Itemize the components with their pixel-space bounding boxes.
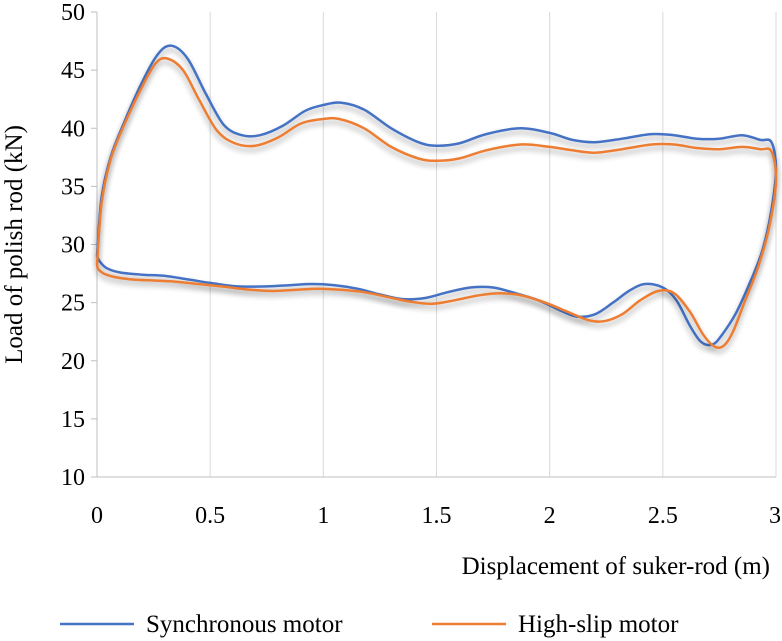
x-axis-title: Displacement of suker-rod (m) [462, 553, 770, 580]
legend-label: High-slip motor [518, 611, 679, 638]
x-tick-label: 1.5 [422, 503, 452, 529]
tick-labels: 10 15 20 25 30 35 40 45 50 0 0.5 1 1.5 2 2.5 3 [61, 0, 781, 529]
y-axis-title: Load of polish rod (kN) [1, 125, 28, 364]
y-tick-label: 10 [61, 465, 85, 491]
legend-item: Synchronous motor [60, 611, 343, 638]
gridlines [209, 12, 777, 477]
y-tick-label: 35 [61, 174, 85, 200]
x-tick-label: 0.5 [195, 503, 225, 529]
x-tick-label: 2 [544, 503, 556, 529]
x-tick-label: 3 [769, 503, 781, 529]
series-lines [95, 44, 778, 350]
y-tick-label: 30 [61, 233, 85, 259]
axes [91, 11, 776, 478]
y-tick-label: 40 [61, 116, 85, 142]
series-line-high-slip [95, 56, 778, 350]
legend-item: High-slip motor [432, 611, 679, 638]
y-tick-label: 25 [61, 291, 85, 317]
y-tick-label: 50 [61, 0, 85, 26]
legend: Synchronous motor High-slip motor [60, 611, 679, 638]
y-tick-label: 15 [61, 407, 85, 433]
y-tick-label: 45 [61, 58, 85, 84]
x-tick-label: 0 [91, 503, 103, 529]
legend-label: Synchronous motor [146, 611, 343, 638]
x-tick-label: 2.5 [648, 503, 678, 529]
x-tick-label: 1 [317, 503, 329, 529]
y-tick-label: 20 [61, 349, 85, 375]
